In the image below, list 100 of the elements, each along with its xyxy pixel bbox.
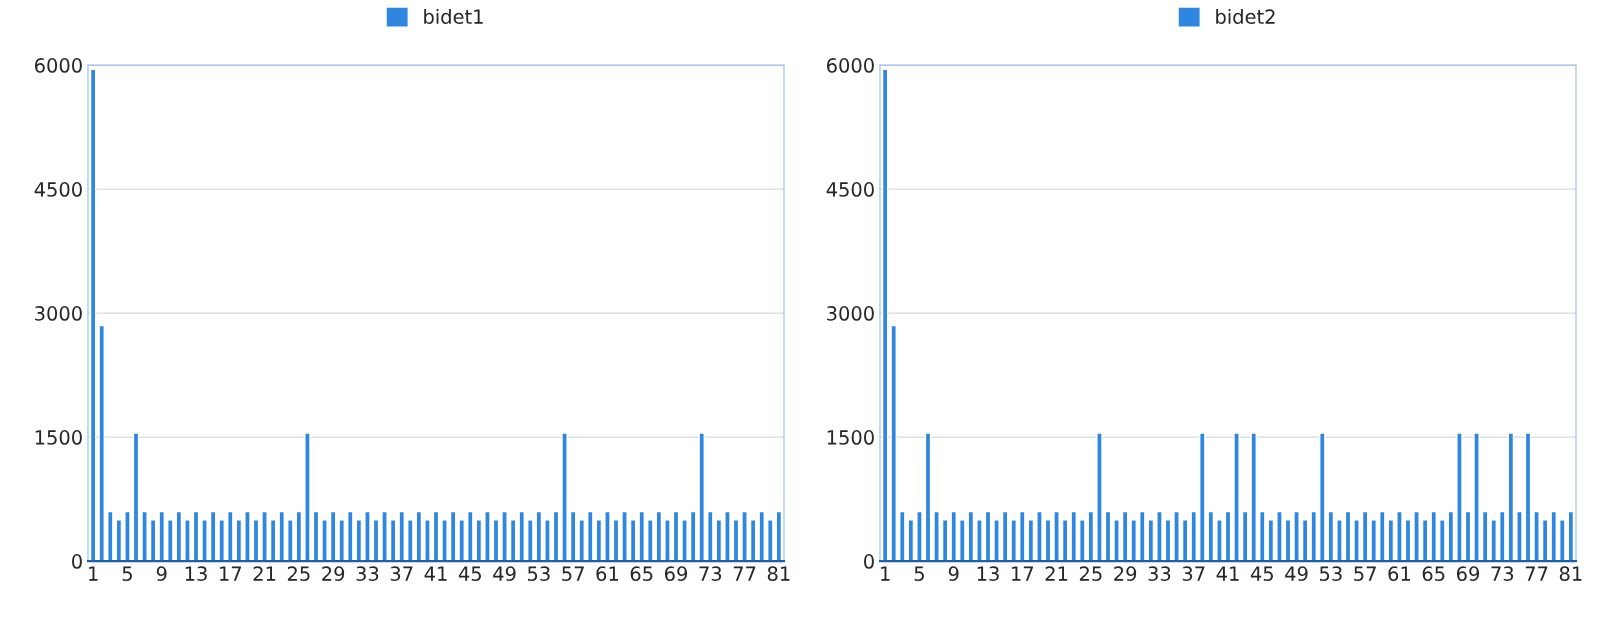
- bar: [278, 510, 285, 562]
- bar: [107, 510, 114, 562]
- bar: [647, 519, 654, 562]
- bar: [1524, 432, 1532, 562]
- bar: [1139, 510, 1146, 562]
- bar: [1027, 519, 1035, 562]
- x-tick-label: 65: [630, 566, 653, 582]
- bar: [916, 510, 923, 562]
- bar: [924, 432, 932, 562]
- x-tick-label: 77: [1525, 566, 1548, 581]
- bar: [1396, 510, 1403, 562]
- bar: [587, 510, 594, 562]
- bar: [1164, 519, 1172, 562]
- y-tick-label: 6000: [35, 58, 82, 73]
- bar: [561, 432, 568, 562]
- x-tick-label: 41: [1216, 566, 1239, 581]
- bar: [1241, 510, 1249, 562]
- x-tick-label: 49: [493, 566, 516, 582]
- bar: [698, 432, 705, 562]
- bar: [355, 519, 363, 562]
- bar: [252, 519, 260, 562]
- x-tick-label: 17: [1012, 566, 1033, 581]
- x-tick-label: 21: [253, 566, 276, 581]
- bar: [1456, 432, 1463, 562]
- x-tick-label: 73: [699, 566, 722, 582]
- bar: [1010, 519, 1017, 562]
- bar: [707, 510, 714, 562]
- bar: [389, 519, 397, 562]
- bar: [1344, 510, 1352, 562]
- x-tick-label: 29: [322, 566, 345, 582]
- x-tick-label: 25: [287, 566, 310, 582]
- bar: [1447, 510, 1455, 562]
- bar: [595, 519, 603, 562]
- bar: [604, 510, 611, 562]
- x-tick-label: 9: [156, 566, 167, 582]
- x-tick-label: 21: [1045, 566, 1068, 581]
- bar: [1173, 510, 1180, 562]
- bar: [407, 519, 414, 562]
- bar: [1499, 510, 1506, 562]
- bar: [552, 510, 560, 562]
- bar: [1156, 510, 1163, 562]
- bar: [1473, 432, 1480, 562]
- y-tick-label: 3000: [35, 306, 82, 321]
- bar: [1516, 510, 1523, 562]
- bar: [458, 519, 465, 562]
- bar: [424, 519, 431, 562]
- bar: [115, 519, 123, 562]
- bar: [681, 519, 688, 562]
- bar: [689, 510, 697, 562]
- y-tick-label: 1500: [35, 430, 82, 445]
- bar: [775, 510, 783, 562]
- bar: [1087, 510, 1095, 562]
- legend-label: bidet1: [424, 8, 483, 24]
- bar: [261, 510, 268, 562]
- x-tick-label: 5: [914, 566, 924, 582]
- bar: [535, 510, 543, 562]
- bar: [175, 510, 183, 562]
- bar: [1053, 510, 1060, 562]
- bar: [441, 519, 448, 562]
- x-tick-label: 33: [356, 566, 379, 582]
- bar: [1567, 510, 1575, 562]
- bar: [1293, 510, 1300, 562]
- bar: [1036, 510, 1043, 562]
- bar: [578, 519, 585, 562]
- bar: [364, 510, 371, 562]
- bar: [501, 510, 508, 562]
- bar: [612, 519, 620, 562]
- bar: [398, 510, 405, 562]
- x-tick-label: 57: [562, 566, 584, 582]
- x-tick-label: 69: [664, 566, 687, 582]
- bar: [287, 519, 294, 562]
- bar: [338, 519, 345, 562]
- bar: [372, 519, 380, 562]
- bar: [509, 519, 517, 562]
- bar: [158, 510, 165, 562]
- bar: [124, 510, 131, 562]
- bar: [1044, 519, 1052, 562]
- x-tick-label: 29: [1114, 566, 1137, 582]
- y-tick-label: 4500: [826, 182, 874, 197]
- bar: [1559, 519, 1566, 562]
- x-tick-label: 45: [1250, 566, 1273, 582]
- bar: [432, 510, 440, 562]
- bar: [132, 432, 140, 562]
- y-tick-label: 4500: [34, 182, 82, 197]
- bar: [1490, 519, 1497, 562]
- bar: [655, 510, 663, 562]
- bar: [1216, 519, 1223, 562]
- bar: [1550, 510, 1557, 562]
- x-tick-label: 37: [390, 566, 413, 582]
- x-tick-label: 77: [733, 566, 756, 581]
- bar: [167, 519, 174, 562]
- bar: [664, 519, 671, 562]
- y-tick-label: 1500: [827, 430, 874, 445]
- x-tick-label: 57: [1354, 566, 1376, 582]
- bar: [749, 519, 757, 562]
- bar: [1079, 519, 1086, 562]
- bar: [235, 519, 243, 562]
- bar: [950, 510, 957, 562]
- bar: [1507, 432, 1515, 562]
- x-tick-label: 53: [527, 566, 550, 582]
